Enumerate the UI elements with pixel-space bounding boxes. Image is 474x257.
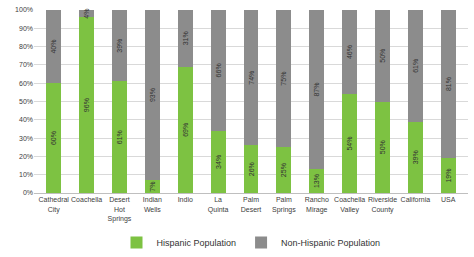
- svg-text:60%: 60%: [19, 80, 33, 87]
- svg-text:IndianWells: IndianWells: [143, 196, 162, 212]
- svg-text:Non-Hispanic Population: Non-Hispanic Population: [281, 238, 380, 248]
- svg-text:RiversideCounty: RiversideCounty: [368, 196, 397, 213]
- svg-text:50%: 50%: [19, 98, 33, 105]
- svg-text:70%: 70%: [19, 61, 33, 68]
- svg-text:31%: 31%: [182, 31, 189, 45]
- svg-text:DesertHotSprings: DesertHotSprings: [108, 196, 132, 222]
- svg-text:34%: 34%: [215, 155, 222, 169]
- svg-text:39%: 39%: [412, 150, 419, 164]
- svg-text:61%: 61%: [116, 130, 123, 144]
- svg-text:Hispanic Population: Hispanic Population: [157, 238, 237, 248]
- svg-text:PalmDesert: PalmDesert: [241, 196, 262, 212]
- svg-text:60%: 60%: [50, 131, 57, 145]
- svg-text:50%: 50%: [379, 140, 386, 154]
- svg-text:10%: 10%: [19, 171, 33, 178]
- svg-text:96%: 96%: [83, 98, 90, 112]
- svg-text:7%: 7%: [149, 182, 156, 192]
- svg-text:4%: 4%: [83, 9, 90, 19]
- svg-text:81%: 81%: [445, 77, 452, 91]
- svg-text:46%: 46%: [346, 45, 353, 59]
- svg-text:Indio: Indio: [178, 196, 193, 203]
- svg-text:19%: 19%: [445, 169, 452, 183]
- svg-text:66%: 66%: [215, 63, 222, 77]
- svg-text:PalmSprings: PalmSprings: [272, 196, 296, 213]
- svg-text:50%: 50%: [379, 49, 386, 63]
- svg-text:100%: 100%: [15, 6, 33, 13]
- svg-text:20%: 20%: [19, 153, 33, 160]
- svg-text:30%: 30%: [19, 135, 33, 142]
- svg-text:LaQuinta: LaQuinta: [208, 196, 229, 213]
- svg-text:0%: 0%: [23, 189, 33, 196]
- svg-text:CoachellaValley: CoachellaValley: [334, 196, 365, 213]
- svg-text:93%: 93%: [149, 88, 156, 102]
- svg-text:40%: 40%: [19, 116, 33, 123]
- svg-text:54%: 54%: [346, 137, 353, 151]
- svg-text:74%: 74%: [248, 71, 255, 85]
- svg-text:80%: 80%: [19, 43, 33, 50]
- svg-text:69%: 69%: [182, 123, 189, 137]
- svg-text:61%: 61%: [412, 59, 419, 73]
- svg-text:26%: 26%: [248, 162, 255, 176]
- svg-text:USA: USA: [441, 196, 456, 203]
- svg-text:87%: 87%: [313, 83, 320, 97]
- svg-text:Coachella: Coachella: [71, 196, 102, 203]
- svg-text:90%: 90%: [19, 25, 33, 32]
- svg-text:13%: 13%: [313, 174, 320, 188]
- svg-text:CathedralCity: CathedralCity: [39, 196, 70, 213]
- svg-text:25%: 25%: [280, 163, 287, 177]
- svg-text:RanchoMirage: RanchoMirage: [305, 196, 329, 213]
- svg-text:California: California: [401, 196, 431, 203]
- svg-text:40%: 40%: [50, 40, 57, 54]
- svg-text:75%: 75%: [280, 72, 287, 86]
- svg-text:39%: 39%: [116, 39, 123, 53]
